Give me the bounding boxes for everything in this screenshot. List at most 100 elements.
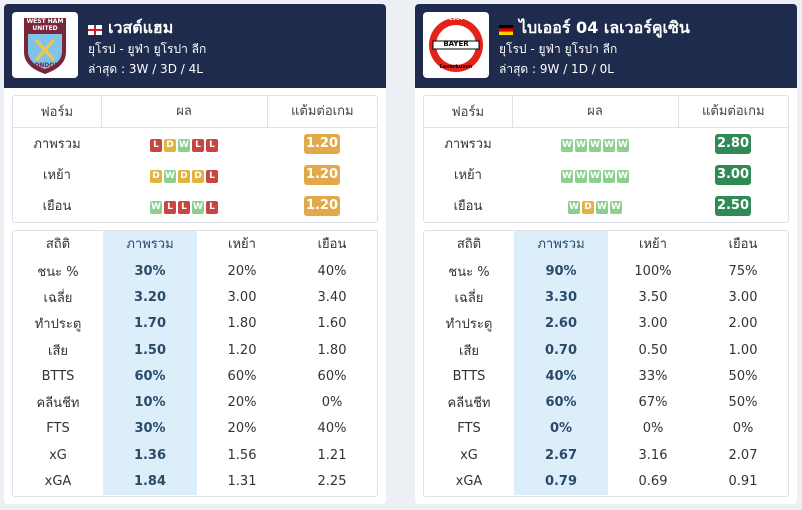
stat-cell: 2.07 (728, 447, 758, 463)
team-card: 1904 BAYER Leverkusen ไบเออร์ 04 เลเวอร์คูเ… (415, 4, 797, 504)
stat-cell: 0% (732, 421, 754, 437)
ppg-badge: 2.50 (715, 195, 751, 216)
result-badge: L (206, 138, 218, 152)
crest (429, 18, 483, 72)
team-name-text: เวสต์แฮม (108, 18, 174, 37)
team-card: WEST HAM UNITED LONDON เวสต์แฮม ยุโรป - ยูฟ่… (4, 4, 386, 504)
stat-cell: 1.00 (728, 342, 758, 358)
team-name: เวสต์แฮม (88, 16, 173, 41)
form-row: เยือน W L L W L 1.20 (13, 190, 377, 221)
form-table: ฟอร์ม ผล แต้มต่อเกม ภาพรวม W W W W W 2.80 เหย้า W W W… (423, 95, 789, 223)
header-cell: แต้มต่อเกม (266, 96, 377, 127)
result-badge: W (589, 169, 601, 183)
stat-cell: xGA (455, 474, 483, 490)
stats-row: BTTS 60% 60% 60% (13, 363, 377, 390)
header-cell: ผล (100, 96, 267, 127)
stats-header-row: สถิติ ภาพรวม เหย้า เยือน (13, 231, 377, 258)
stat-cell: 2.00 (728, 316, 758, 332)
stat-cell: BTTS (41, 368, 75, 384)
stat-cell: 0% (321, 395, 343, 411)
logo-text: WEST HAM (26, 18, 64, 25)
stat-cell: 3.00 (227, 289, 257, 305)
stat-cell: 1.80 (227, 316, 257, 332)
stat-cell: 67% (638, 395, 668, 411)
stats-row: xG 1.36 1.56 1.21 (13, 442, 377, 469)
form-table: ฟอร์ม ผล แต้มต่อเกม ภาพรวม L D W L L 1.20 เหย้า D W D… (12, 95, 378, 223)
stats-row: ทำประตู 1.70 1.80 1.60 (13, 310, 377, 337)
league: ยุโรป - ยูฟ่า ยูโรปา ลีก (499, 42, 618, 56)
result-badge: D (582, 200, 594, 214)
stat-cell: 1.84 (103, 468, 197, 495)
stat-cell: 60% (103, 363, 197, 390)
stat-cell: 30% (103, 258, 197, 285)
stat-cell: 0% (514, 415, 608, 443)
stats-row: เฉลี่ย 3.20 3.00 3.40 (13, 284, 377, 311)
stat-cell: 3.00 (728, 289, 758, 305)
stat-cell: 3.40 (317, 289, 347, 305)
stats-row: ชนะ % 90% 100% 75% (424, 258, 788, 285)
stats-row: ชนะ % 30% 20% 40% (13, 258, 377, 285)
form-row: เหย้า D W D D L 1.20 (13, 159, 377, 190)
stat-cell: 60% (317, 368, 347, 384)
row-label: ภาพรวม (33, 137, 81, 152)
stat-cell: ทำประตู (34, 317, 82, 333)
result-badge: W (561, 138, 573, 152)
stat-cell: 100% (634, 263, 672, 279)
ppg-cell: 2.50 (678, 195, 788, 216)
stat-cell: คลีนชีท (447, 396, 491, 412)
crest (24, 18, 66, 74)
stat-cell: 60% (227, 368, 257, 384)
ppg-badge: 1.20 (304, 195, 340, 216)
result-badge: W (610, 200, 622, 214)
stats-row: xGA 0.79 0.69 0.91 (424, 468, 788, 495)
stat-cell: FTS (46, 421, 70, 437)
stat-cell: 33% (638, 368, 668, 384)
result-badge: W (150, 200, 162, 214)
stat-cell: 0.50 (638, 342, 668, 358)
header-cell: สถิติ (456, 237, 482, 252)
result-badge: W (603, 138, 615, 152)
stat-cell: 3.20 (103, 284, 197, 311)
stat-cell: 0.69 (638, 474, 668, 490)
stat-cell: FTS (457, 421, 481, 437)
ppg-badge: 1.20 (304, 133, 340, 154)
header-cell: เยือน (728, 237, 758, 252)
stats-row: xG 2.67 3.16 2.07 (424, 442, 788, 469)
header-cell: เหย้า (228, 237, 256, 252)
team-header: 1904 BAYER Leverkusen ไบเออร์ 04 เลเวอร์คูเ… (415, 4, 797, 88)
stat-cell: BTTS (452, 368, 486, 384)
row-label: เยือน (453, 199, 483, 214)
logo-text: BAYER (443, 40, 469, 48)
stat-cell: 40% (317, 263, 347, 279)
stat-cell: 10% (103, 389, 197, 416)
stat-cell: 3.30 (514, 284, 608, 311)
result-badge: W (589, 138, 601, 152)
stat-cell: เสีย (48, 343, 68, 359)
stat-cell: 1.36 (103, 442, 197, 469)
team-name-text: ไบเออร์ 04 เลเวอร์คูเซิน (519, 18, 690, 37)
stat-cell: 1.56 (227, 447, 257, 463)
header-cell: สถิติ (45, 237, 71, 252)
stat-cell: 3.50 (638, 289, 668, 305)
header-cell: ภาพรวม (103, 231, 197, 258)
header-cell: เหย้า (639, 237, 667, 252)
header-cell: ภาพรวม (514, 231, 608, 258)
ppg-badge: 3.00 (715, 164, 751, 185)
logo-text: UNITED (32, 25, 58, 32)
ppg-cell: 1.20 (267, 133, 377, 154)
stat-cell: 0% (642, 421, 664, 437)
result-badge: W (568, 200, 580, 214)
stats-row: BTTS 40% 33% 50% (424, 363, 788, 390)
ppg-badge: 1.20 (304, 164, 340, 185)
header-cell: ผล (511, 96, 678, 127)
stat-cell: 3.16 (638, 447, 668, 463)
result-badge: W (617, 138, 629, 152)
flag (499, 25, 513, 35)
result-badge: L (192, 138, 204, 152)
row-label: เยือน (42, 199, 72, 214)
header-cell: ฟอร์ม (40, 105, 74, 120)
stats-row: คลีนชีท 60% 67% 50% (424, 389, 788, 416)
stats-row: FTS 0% 0% 0% (424, 415, 788, 443)
